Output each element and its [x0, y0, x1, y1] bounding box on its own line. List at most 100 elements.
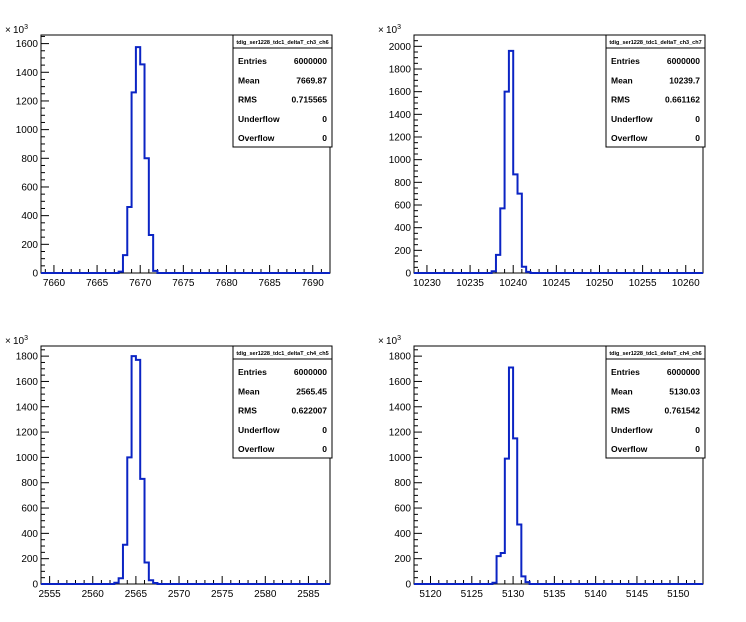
y-tick-label: 0 — [32, 269, 38, 280]
y-tick-label: 0 — [405, 580, 411, 591]
stats-row-label: Underflow — [238, 425, 280, 435]
x-tick-label: 5140 — [585, 589, 608, 600]
y-tick-label: 1400 — [16, 402, 39, 413]
y-exponent-label: 103 — [13, 24, 28, 36]
stats-title: tdig_ser1228_tdc1_deltaT_ch3_ch7 — [609, 40, 701, 46]
stats-row-value: 0 — [695, 444, 700, 454]
stats-row-value: 7669.87 — [296, 75, 327, 85]
stats-row-label: Underflow — [611, 425, 653, 435]
y-tick-label: 400 — [21, 529, 38, 540]
y-tick-label: 1400 — [389, 110, 412, 121]
histogram-bin — [501, 553, 505, 584]
y-tick-label: 200 — [21, 240, 38, 251]
x-tick-label: 2560 — [82, 589, 105, 600]
x-tick-label: 2565 — [125, 589, 148, 600]
stats-row-value: 0 — [322, 133, 327, 143]
x-tick-label: 10235 — [456, 278, 484, 289]
stats-box: tdig_ser1228_tdc1_deltaT_ch4_ch5 Entries 6… — [232, 345, 333, 459]
stats-row-value: 6000000 — [294, 56, 327, 66]
y-tick-label: 600 — [394, 201, 411, 212]
y-tick-label: 400 — [394, 223, 411, 234]
y-exponent-label: 103 — [13, 335, 28, 347]
stats-row-value: 0.715565 — [292, 95, 328, 105]
stats-row-label: RMS — [238, 406, 257, 416]
stats-row-label: Overflow — [238, 444, 275, 454]
y-tick-label: 0 — [405, 269, 411, 280]
x-tick-label: 7685 — [258, 278, 281, 289]
x-tick-label: 2570 — [168, 589, 191, 600]
histogram-panel-3: 020040060080010001200140016001800103×255… — [5, 335, 333, 600]
x-tick-label: 7670 — [129, 278, 152, 289]
stats-row-label: RMS — [238, 95, 257, 105]
stats-box-frame — [232, 34, 333, 148]
stats-title: tdig_ser1228_tdc1_deltaT_ch4_ch6 — [609, 351, 701, 357]
y-tick-label: 800 — [394, 178, 411, 189]
stats-box-frame — [605, 34, 706, 148]
y-exponent-label: 103 — [386, 335, 401, 347]
x-tick-label: 7665 — [86, 278, 109, 289]
stats-box: tdig_ser1228_tdc1_deltaT_ch3_ch7 Entries 6… — [605, 34, 706, 148]
x-tick-label: 7660 — [43, 278, 66, 289]
stats-box: tdig_ser1228_tdc1_deltaT_ch4_ch6 Entries 6… — [605, 345, 706, 459]
x-tick-label: 5150 — [667, 589, 690, 600]
stats-row-value: 6000000 — [667, 56, 700, 66]
y-exponent-power: 3 — [397, 335, 401, 342]
x-tick-label: 5135 — [543, 589, 566, 600]
stats-box-frame — [232, 345, 333, 459]
x-tick-label: 7675 — [172, 278, 195, 289]
stats-row-label: Entries — [611, 56, 640, 66]
y-tick-label: 1000 — [16, 125, 39, 136]
histogram-line — [414, 366, 703, 585]
stats-row-value: 6000000 — [294, 367, 327, 377]
stats-row-label: Mean — [611, 386, 633, 396]
y-tick-label: 1800 — [389, 65, 412, 76]
stats-row-value: 6000000 — [667, 367, 700, 377]
y-tick-label: 2000 — [389, 42, 412, 53]
y-exponent-label: 103 — [386, 24, 401, 36]
y-exponent-base: 10 — [386, 336, 398, 347]
y-exponent-power: 3 — [397, 24, 401, 31]
y-tick-label: 800 — [21, 478, 38, 489]
y-tick-label: 1000 — [389, 453, 412, 464]
y-tick-label: 200 — [394, 246, 411, 257]
histogram-line — [41, 355, 330, 585]
y-tick-label: 400 — [394, 529, 411, 540]
x-tick-label: 2585 — [297, 589, 320, 600]
y-tick-label: 1000 — [389, 155, 412, 166]
histogram-line — [414, 49, 703, 274]
stats-row-label: Overflow — [238, 133, 275, 143]
y-tick-label: 1600 — [389, 87, 412, 98]
y-tick-label: 600 — [21, 504, 38, 515]
stats-row-label: Mean — [238, 75, 260, 85]
stats-row-label: Mean — [238, 386, 260, 396]
x-tick-label: 10250 — [586, 278, 614, 289]
stats-box-frame — [605, 345, 706, 459]
y-tick-label: 800 — [21, 154, 38, 165]
y-exponent-base: 10 — [13, 336, 25, 347]
stats-row-label: Mean — [611, 75, 633, 85]
y-tick-label: 1000 — [16, 453, 39, 464]
stats-row-value: 0 — [322, 114, 327, 124]
y-exponent-power: 3 — [24, 24, 28, 31]
histogram-panel-2: 0 200 400 600 800 1000 1200 1400 1600 1800 2000 103… — [378, 24, 706, 289]
y-tick-label: 1600 — [16, 377, 39, 388]
stats-row-value: 0 — [695, 425, 700, 435]
y-exponent-power: 3 — [24, 335, 28, 342]
stats-row-label: Underflow — [238, 114, 280, 124]
y-tick-label: 600 — [21, 182, 38, 193]
y-tick-label: 1600 — [16, 39, 39, 50]
x-tick-label: 2575 — [211, 589, 234, 600]
stats-row-value: 0 — [322, 444, 327, 454]
x-tick-label: 2580 — [254, 589, 277, 600]
x-tick-label: 5145 — [626, 589, 649, 600]
stats-row-value: 5130.03 — [669, 386, 700, 396]
stats-title: tdig_ser1228_tdc1_deltaT_ch4_ch5 — [236, 351, 328, 357]
x-tick-label: 5120 — [419, 589, 442, 600]
y-tick-label: 0 — [32, 580, 38, 591]
stats-row-value: 0 — [695, 133, 700, 143]
y-tick-label: 1200 — [389, 133, 412, 144]
y-exponent-times: × — [378, 336, 384, 347]
y-tick-label: 1600 — [389, 377, 412, 388]
